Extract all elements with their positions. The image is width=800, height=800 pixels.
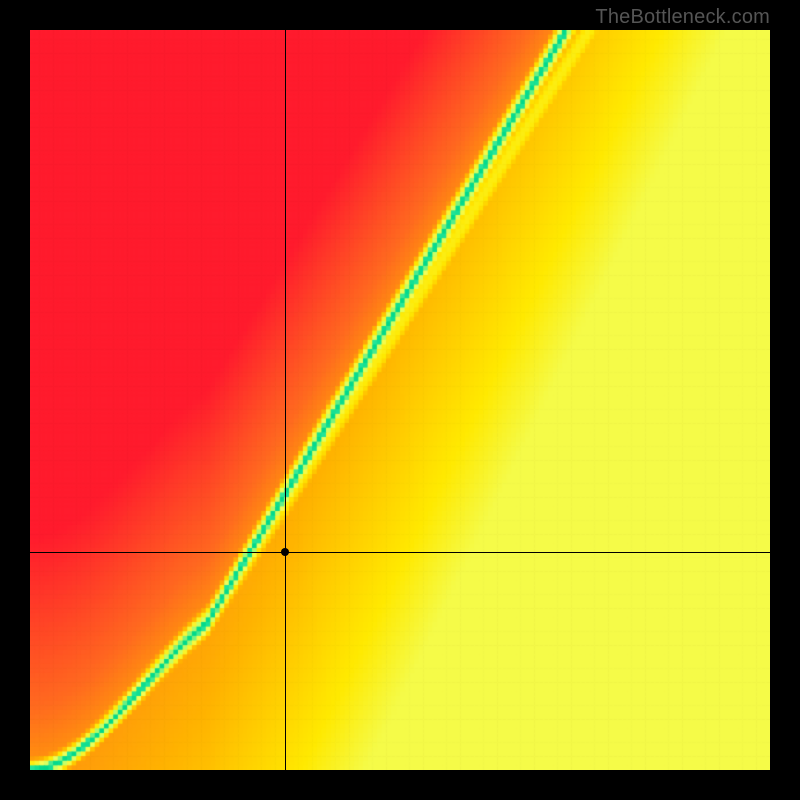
crosshair-marker-dot [281,548,289,556]
watermark-text: TheBottleneck.com [595,6,770,29]
crosshair-vertical [285,30,286,770]
bottleneck-heatmap [30,30,770,770]
plot-area [30,30,770,770]
chart-frame: TheBottleneck.com [0,0,800,800]
crosshair-horizontal [30,552,770,553]
